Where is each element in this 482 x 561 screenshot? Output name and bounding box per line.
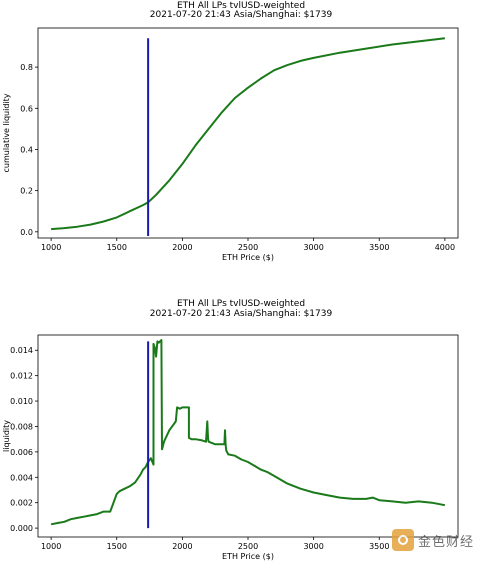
watermark: 金色财经 — [391, 529, 474, 551]
x-tick-label: 2500 — [238, 243, 258, 252]
y-tick-label: 0.010 — [10, 397, 33, 406]
x-tick-label: 2500 — [238, 542, 258, 551]
x-tick-label: 1500 — [107, 542, 127, 551]
chart-title: ETH All LPs tvlUSD-weighted — [176, 1, 306, 11]
chart-title: ETH All LPs tvlUSD-weighted — [176, 299, 306, 309]
y-tick-label: 0.008 — [10, 422, 33, 431]
x-tick-label: 2000 — [172, 243, 192, 252]
x-tick-label: 2000 — [172, 542, 192, 551]
cumulative-liquidity-chart: 1000 1500 2000 2500 3000 3500 4000 0.0 0.2 0.4 0.6… — [2, 27, 459, 262]
cumulative-liquidity-figure: ETH All LPs tvlUSD-weighted 2021-07-20 2… — [0, 0, 482, 270]
plot-area-frame — [37, 27, 459, 239]
x-axis-label: ETH Price ($) — [222, 253, 274, 262]
y-tick-label: 0.6 — [20, 104, 33, 113]
y-tick-label: 0.012 — [10, 372, 33, 381]
watermark-text: 金色财经 — [417, 534, 474, 550]
y-tick-label: 0.000 — [10, 524, 33, 533]
x-tick-label: 3500 — [369, 243, 389, 252]
x-tick-label: 3000 — [303, 243, 323, 252]
chart-subtitle: 2021-07-20 21:43 Asia/Shanghai: $1739 — [149, 309, 333, 319]
liquidity-chart: 1000 1500 2000 2500 3000 3500 0.000 0.002 0.004 0… — [2, 334, 459, 561]
x-tick-label: 4000 — [435, 243, 455, 252]
chart-subtitle: 2021-07-20 21:43 Asia/Shanghai: $1739 — [149, 10, 333, 20]
y-tick-label: 0.8 — [20, 63, 33, 72]
x-axis-label: ETH Price ($) — [222, 552, 274, 561]
y-tick-label: 0.014 — [10, 346, 33, 355]
x-tick-label: 1000 — [41, 243, 61, 252]
x-tick-label: 1000 — [41, 542, 61, 551]
y-tick-label: 0.4 — [20, 145, 33, 154]
y-tick-label: 0.002 — [10, 499, 33, 508]
y-tick-label: 0.2 — [20, 187, 33, 196]
plot-area-frame — [37, 334, 459, 538]
y-axis-label: liquidity — [2, 420, 11, 452]
liquidity-series-line — [50, 339, 446, 526]
x-tick-label: 3000 — [303, 542, 323, 551]
x-tick-label: 3500 — [369, 542, 389, 551]
x-tick-label: 1500 — [107, 243, 127, 252]
y-tick-label: 0.006 — [10, 448, 33, 457]
y-tick-label: 0.0 — [20, 228, 33, 237]
coin-logo-icon — [391, 529, 414, 551]
liquidity-figure: ETH All LPs tvlUSD-weighted 2021-07-20 2… — [0, 285, 482, 561]
y-tick-label: 0.004 — [10, 473, 33, 482]
y-axis-label: cumulative liquidity — [2, 93, 11, 172]
liquidity-series-line — [51, 37, 446, 231]
